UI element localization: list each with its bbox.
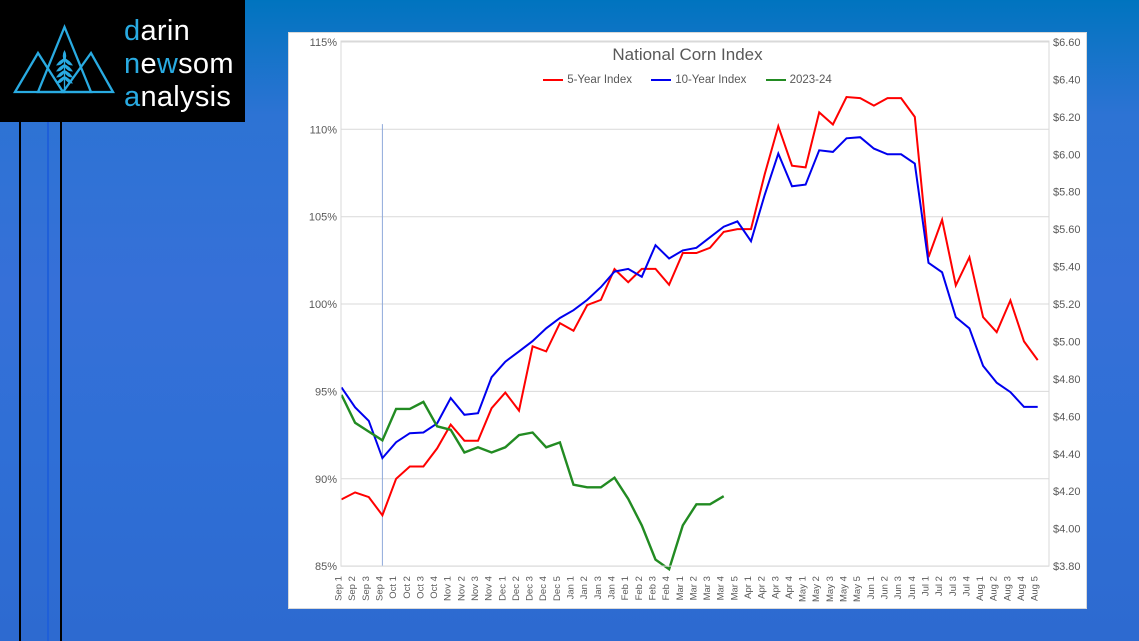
- svg-text:Dec 1: Dec 1: [497, 576, 508, 601]
- svg-text:85%: 85%: [315, 561, 337, 573]
- svg-text:Jan 1: Jan 1: [566, 576, 577, 599]
- svg-text:Jan 2: Jan 2: [579, 576, 590, 599]
- svg-text:Aug 2: Aug 2: [989, 576, 1000, 601]
- svg-text:Jul 2: Jul 2: [934, 576, 945, 596]
- svg-text:Sep 3: Sep 3: [361, 576, 372, 601]
- svg-text:Dec 5: Dec 5: [552, 576, 563, 601]
- svg-text:Sep 4: Sep 4: [374, 576, 385, 601]
- svg-text:$5.80: $5.80: [1053, 187, 1081, 199]
- svg-text:Jul 1: Jul 1: [921, 576, 932, 596]
- svg-text:Apr 3: Apr 3: [770, 576, 781, 599]
- svg-text:Dec 2: Dec 2: [511, 576, 522, 601]
- svg-text:$4.80: $4.80: [1053, 374, 1081, 386]
- svg-text:May 2: May 2: [811, 576, 822, 602]
- svg-text:Feb 4: Feb 4: [661, 576, 672, 600]
- svg-text:$5.00: $5.00: [1053, 337, 1081, 349]
- svg-text:Mar 3: Mar 3: [702, 576, 713, 600]
- svg-text:Mar 4: Mar 4: [716, 576, 727, 600]
- svg-text:$3.80: $3.80: [1053, 561, 1081, 573]
- svg-text:Jun 3: Jun 3: [893, 576, 904, 599]
- svg-text:Jul 3: Jul 3: [948, 576, 959, 596]
- svg-text:Nov 2: Nov 2: [456, 576, 467, 601]
- svg-text:$6.00: $6.00: [1053, 149, 1081, 161]
- svg-text:$4.60: $4.60: [1053, 411, 1081, 423]
- svg-text:Oct 4: Oct 4: [429, 576, 440, 599]
- svg-text:$4.00: $4.00: [1053, 524, 1081, 536]
- svg-text:Aug 4: Aug 4: [1016, 576, 1027, 601]
- svg-text:Sep 2: Sep 2: [347, 576, 358, 601]
- svg-text:Aug 1: Aug 1: [975, 576, 986, 601]
- svg-text:Apr 1: Apr 1: [743, 576, 754, 599]
- svg-text:Sep 1: Sep 1: [334, 576, 345, 601]
- svg-text:110%: 110%: [310, 124, 338, 136]
- svg-text:105%: 105%: [309, 212, 337, 224]
- svg-text:Jan 4: Jan 4: [607, 576, 618, 599]
- svg-text:100%: 100%: [309, 299, 337, 311]
- svg-text:95%: 95%: [315, 386, 337, 398]
- svg-text:Jun 4: Jun 4: [907, 576, 918, 599]
- svg-text:Apr 4: Apr 4: [784, 576, 795, 599]
- svg-text:Oct 2: Oct 2: [402, 576, 413, 599]
- svg-text:Nov 3: Nov 3: [470, 576, 481, 601]
- svg-text:Feb 2: Feb 2: [634, 576, 645, 600]
- svg-text:Aug 5: Aug 5: [1030, 576, 1041, 601]
- svg-text:Jun 2: Jun 2: [880, 576, 891, 599]
- svg-text:$5.20: $5.20: [1053, 299, 1081, 311]
- svg-text:Jun 1: Jun 1: [866, 576, 877, 599]
- svg-text:$4.40: $4.40: [1053, 449, 1081, 461]
- svg-text:Apr 2: Apr 2: [757, 576, 768, 599]
- svg-text:Oct 3: Oct 3: [415, 576, 426, 599]
- svg-text:Jul 4: Jul 4: [961, 576, 972, 596]
- svg-text:$6.20: $6.20: [1053, 112, 1081, 124]
- svg-text:Mar 1: Mar 1: [675, 576, 686, 600]
- svg-text:90%: 90%: [315, 474, 337, 486]
- svg-text:May 1: May 1: [798, 576, 809, 602]
- svg-text:May 4: May 4: [839, 576, 850, 602]
- svg-text:Feb 3: Feb 3: [648, 576, 659, 600]
- svg-text:Dec 4: Dec 4: [538, 576, 549, 601]
- svg-text:Mar 5: Mar 5: [729, 576, 740, 600]
- svg-text:Feb 1: Feb 1: [620, 576, 631, 600]
- svg-text:May 5: May 5: [852, 576, 863, 602]
- svg-text:Dec 3: Dec 3: [525, 576, 536, 601]
- svg-text:Nov 4: Nov 4: [484, 576, 495, 601]
- svg-text:$5.40: $5.40: [1053, 262, 1081, 274]
- svg-text:Aug 3: Aug 3: [1002, 576, 1013, 601]
- svg-text:Oct 1: Oct 1: [388, 576, 399, 599]
- svg-text:May 3: May 3: [825, 576, 836, 602]
- svg-text:Mar 2: Mar 2: [688, 576, 699, 600]
- svg-text:Jan 3: Jan 3: [593, 576, 604, 599]
- svg-text:Nov 1: Nov 1: [443, 576, 454, 601]
- svg-text:$4.20: $4.20: [1053, 486, 1081, 498]
- svg-text:$5.60: $5.60: [1053, 224, 1081, 236]
